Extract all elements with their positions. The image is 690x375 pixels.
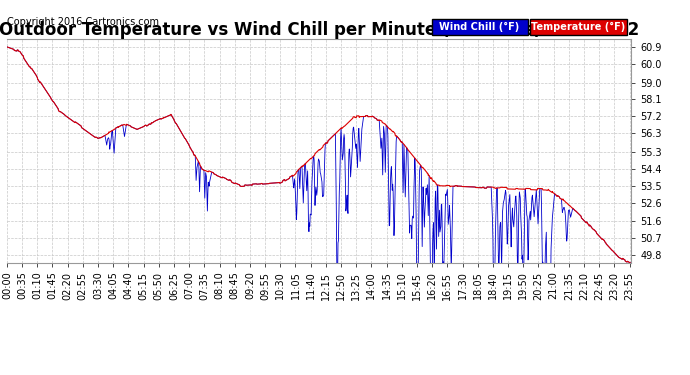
Title: Outdoor Temperature vs Wind Chill per Minute (24 Hours) 20161102: Outdoor Temperature vs Wind Chill per Mi… [0, 21, 639, 39]
Text: Temperature (°F): Temperature (°F) [531, 22, 625, 32]
FancyBboxPatch shape [530, 19, 627, 35]
Text: Copyright 2016 Cartronics.com: Copyright 2016 Cartronics.com [7, 17, 159, 27]
FancyBboxPatch shape [431, 19, 529, 35]
Text: Wind Chill (°F): Wind Chill (°F) [440, 22, 520, 32]
